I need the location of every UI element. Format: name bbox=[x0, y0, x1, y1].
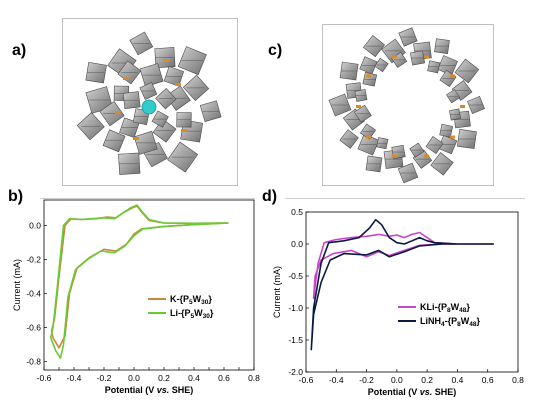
phosphate-link bbox=[365, 74, 371, 78]
panel-label-d: d) bbox=[262, 188, 278, 205]
phosphate-link bbox=[391, 154, 397, 158]
x-tick-label: 0.0 bbox=[128, 373, 140, 383]
x-tick-label: -0.6 bbox=[37, 373, 52, 383]
x-axis-label: Potential (V vs. SHE) bbox=[105, 385, 194, 395]
series-line-kli_series bbox=[312, 231, 494, 300]
panel-label-b: b) bbox=[8, 188, 24, 205]
x-tick-label: -0.4 bbox=[67, 373, 82, 383]
phosphate-link bbox=[163, 59, 169, 62]
y-tick-label: -1.0 bbox=[288, 303, 303, 313]
phosphate-link bbox=[424, 55, 430, 59]
x-tick-label: 0.6 bbox=[482, 375, 494, 385]
cv-chart-d: -0.6 -0.4 -0.2 0.0 0.2 0.4 0.6 0.8 0.5 0.0 -0.5 -1.… bbox=[272, 207, 524, 397]
y-tick-label: -0.6 bbox=[26, 323, 41, 333]
y-tick-label: 0.5 bbox=[291, 207, 303, 217]
panel-label-c: c) bbox=[268, 42, 283, 59]
x-tick-label: -0.2 bbox=[359, 375, 374, 385]
x-tick-label: 0.8 bbox=[248, 373, 260, 383]
y-tick-label: 0.0 bbox=[29, 221, 41, 231]
series-line-k_series bbox=[50, 205, 229, 349]
phosphate-link bbox=[123, 77, 129, 80]
y-tick-label: -0.8 bbox=[26, 357, 41, 367]
legend-label: KLi-{P8W48} bbox=[420, 302, 470, 314]
x-tick-label: -0.6 bbox=[299, 375, 314, 385]
legend-label: Li-{P5W30} bbox=[170, 308, 214, 320]
legend-label: K-{P5W30} bbox=[170, 294, 212, 306]
phosphate-link bbox=[365, 135, 371, 139]
y-tick-label: -0.5 bbox=[288, 271, 303, 281]
x-tick-label: 0.2 bbox=[158, 373, 170, 383]
phosphate-link bbox=[450, 74, 456, 78]
phosphate-link bbox=[133, 137, 139, 140]
phosphate-link bbox=[356, 105, 361, 108]
phosphate-link bbox=[424, 154, 430, 158]
x-tick-label: 0.2 bbox=[421, 375, 433, 385]
y-axis-label: Current (mA) bbox=[272, 266, 282, 318]
separator-line bbox=[40, 198, 255, 199]
y-tick-label: 0.0 bbox=[291, 239, 303, 249]
x-tick-label: 0.4 bbox=[188, 373, 200, 383]
y-tick-label: -0.2 bbox=[26, 255, 41, 265]
plot-area bbox=[43, 199, 255, 371]
phosphate-link bbox=[181, 129, 187, 132]
phosphate-link bbox=[175, 83, 181, 86]
polyoxometalate-cluster-illustration bbox=[76, 31, 222, 175]
cv-chart-b: -0.6-0.5-0.4-0.3-0.2-0.10.00.10.20.30.40… bbox=[12, 199, 260, 395]
panel-label-a: a) bbox=[12, 42, 27, 59]
phosphate-link bbox=[450, 135, 456, 139]
x-tick-label: 0.4 bbox=[452, 375, 464, 385]
plot-area bbox=[305, 211, 519, 373]
x-tick-label: 0.0 bbox=[391, 375, 403, 385]
legend-label: LiNH4-{P8W48} bbox=[420, 316, 481, 328]
x-tick-label: -0.2 bbox=[97, 373, 112, 383]
series-line-li_series bbox=[49, 204, 229, 359]
x-tick-label: 0.6 bbox=[218, 373, 230, 383]
x-axis-label: Potential (V vs. SHE) bbox=[368, 387, 457, 397]
phosphate-link bbox=[115, 111, 121, 114]
x-tick-label: -0.4 bbox=[329, 375, 344, 385]
y-tick-label: -2.0 bbox=[288, 367, 303, 377]
y-tick-label: -0.4 bbox=[26, 289, 41, 299]
phosphate-link bbox=[460, 105, 465, 108]
series-line-linh4_series bbox=[310, 218, 494, 351]
x-tick-label: 0.8 bbox=[512, 375, 524, 385]
cation-sphere bbox=[141, 99, 157, 115]
phosphate-link bbox=[391, 55, 397, 59]
ring-cluster-illustration bbox=[328, 27, 485, 184]
structure-image-a bbox=[62, 18, 238, 186]
separator-line bbox=[285, 198, 525, 199]
structure-image-c bbox=[322, 24, 494, 186]
y-tick-label: -1.5 bbox=[288, 335, 303, 345]
y-axis-label: Current (mA) bbox=[12, 259, 22, 311]
